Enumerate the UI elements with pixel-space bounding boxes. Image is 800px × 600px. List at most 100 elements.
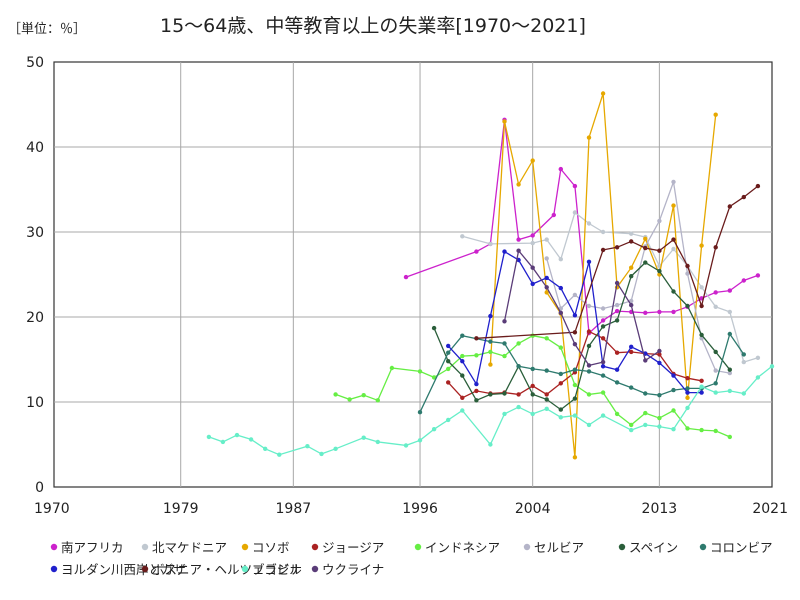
data-point bbox=[671, 289, 676, 294]
data-point bbox=[671, 246, 676, 252]
series-8 bbox=[446, 249, 704, 395]
data-point bbox=[234, 432, 240, 438]
legend-marker bbox=[699, 543, 707, 551]
data-point bbox=[544, 406, 549, 411]
data-point bbox=[558, 257, 563, 262]
series-line bbox=[546, 181, 730, 374]
data-point bbox=[685, 426, 690, 431]
data-point bbox=[488, 339, 493, 344]
data-point bbox=[488, 362, 493, 367]
data-point bbox=[558, 381, 563, 386]
data-point bbox=[488, 442, 493, 447]
y-axis-ticks: 0 10 20 30 40 50 bbox=[26, 55, 44, 496]
data-point bbox=[657, 415, 662, 421]
data-point bbox=[586, 221, 592, 226]
data-point bbox=[741, 278, 746, 283]
y-tick-label: 0 bbox=[35, 480, 44, 496]
data-point bbox=[530, 392, 535, 397]
data-point bbox=[572, 382, 578, 388]
data-point bbox=[431, 375, 437, 380]
data-point bbox=[544, 256, 549, 261]
data-point bbox=[600, 247, 606, 253]
data-point bbox=[727, 367, 732, 372]
data-point bbox=[629, 239, 634, 244]
series-2 bbox=[488, 91, 718, 460]
legend-item: ブラジル bbox=[241, 562, 302, 577]
data-point bbox=[643, 245, 648, 251]
data-point bbox=[727, 388, 732, 394]
data-point bbox=[474, 381, 479, 387]
data-point bbox=[558, 310, 563, 315]
data-point bbox=[558, 407, 563, 412]
data-point bbox=[713, 112, 718, 117]
series-line bbox=[335, 335, 731, 438]
data-point bbox=[502, 319, 507, 324]
data-point bbox=[417, 369, 423, 374]
series-line bbox=[419, 332, 745, 413]
x-tick-label: 1979 bbox=[163, 501, 199, 517]
data-point bbox=[713, 304, 718, 309]
data-point bbox=[699, 390, 704, 395]
data-point bbox=[713, 245, 718, 250]
data-point bbox=[516, 182, 521, 187]
data-point bbox=[446, 417, 451, 423]
series-line bbox=[462, 211, 759, 363]
data-point bbox=[403, 274, 409, 280]
legend-label: 南アフリカ bbox=[61, 540, 124, 555]
legend-label: コロンビア bbox=[710, 540, 773, 555]
data-point bbox=[361, 435, 366, 440]
data-point bbox=[671, 203, 676, 208]
data-point bbox=[600, 336, 606, 341]
data-point bbox=[727, 309, 732, 315]
legend-item: インドネシア bbox=[414, 540, 500, 555]
data-point bbox=[488, 313, 493, 319]
legend-item: ジョージア bbox=[311, 540, 384, 555]
data-point bbox=[685, 405, 690, 411]
data-point bbox=[474, 249, 479, 254]
data-point bbox=[446, 350, 451, 355]
data-point bbox=[544, 275, 549, 281]
legend-label: 北マケドニア bbox=[152, 540, 227, 555]
data-point bbox=[699, 378, 704, 383]
data-point bbox=[361, 393, 366, 398]
data-point bbox=[572, 342, 578, 347]
legend-label: ウクライナ bbox=[322, 562, 384, 577]
data-point bbox=[643, 358, 648, 363]
data-point bbox=[600, 359, 606, 365]
data-point bbox=[629, 274, 634, 279]
data-point bbox=[671, 179, 676, 185]
y-tick-label: 40 bbox=[26, 140, 44, 156]
data-point bbox=[572, 292, 578, 298]
series-6 bbox=[431, 260, 732, 412]
data-point bbox=[460, 408, 465, 413]
data-point bbox=[600, 318, 606, 323]
legend-item: 南アフリカ bbox=[50, 540, 124, 555]
data-point bbox=[460, 234, 465, 239]
data-point bbox=[474, 336, 479, 341]
data-point bbox=[572, 455, 578, 460]
data-point bbox=[460, 395, 465, 400]
data-point bbox=[643, 310, 648, 315]
data-point bbox=[657, 218, 662, 224]
data-point bbox=[502, 119, 507, 124]
data-point bbox=[502, 353, 507, 359]
data-point bbox=[502, 411, 507, 417]
data-point bbox=[600, 91, 606, 96]
data-point bbox=[263, 446, 268, 451]
data-point bbox=[558, 345, 563, 350]
data-point bbox=[657, 352, 662, 357]
data-point bbox=[755, 355, 761, 360]
legend-marker bbox=[241, 565, 249, 573]
data-point bbox=[727, 370, 732, 376]
data-point bbox=[544, 336, 549, 341]
legend-item: ウクライナ bbox=[311, 562, 384, 577]
data-point bbox=[516, 237, 521, 242]
legend-marker bbox=[241, 543, 249, 551]
data-point bbox=[502, 249, 507, 254]
legend-marker bbox=[311, 543, 319, 551]
data-point bbox=[600, 413, 606, 418]
series-5 bbox=[544, 179, 732, 376]
data-point bbox=[474, 398, 479, 403]
data-point bbox=[530, 158, 535, 163]
